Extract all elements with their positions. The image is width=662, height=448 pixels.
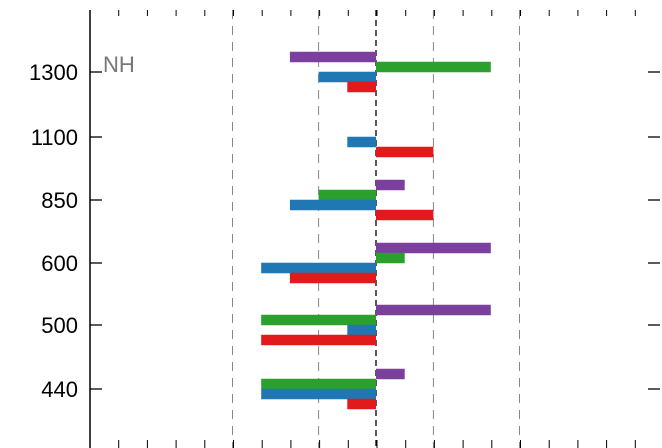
y-tick-label: 1300 (29, 60, 78, 85)
bar (347, 324, 376, 336)
panel-annotation: NH (103, 52, 135, 77)
bar (376, 146, 434, 158)
bar (289, 272, 376, 284)
bar (347, 136, 376, 148)
bar (376, 252, 405, 264)
bar (376, 368, 405, 380)
bar (376, 209, 434, 221)
bar (347, 81, 376, 93)
axis-layer (89, 10, 660, 448)
bar (376, 304, 491, 316)
label-layer: 1300 1100 850 600 500 440 (29, 60, 78, 402)
y-tick-label: 850 (41, 188, 78, 213)
bar (289, 199, 376, 211)
y-tick-label: 600 (41, 251, 78, 276)
bar (376, 61, 491, 73)
y-tick-label: 440 (41, 377, 78, 402)
bar (261, 262, 376, 274)
bar (261, 378, 376, 390)
bar (261, 334, 376, 346)
bar-layer (261, 51, 491, 410)
bar (318, 71, 376, 83)
y-tick-label: 1100 (31, 125, 78, 150)
bar (376, 242, 491, 254)
bar (347, 398, 376, 410)
bar (376, 179, 405, 191)
bar (289, 51, 376, 63)
y-tick-label: 500 (41, 313, 78, 338)
bar (318, 189, 376, 201)
bar (261, 388, 376, 400)
bar (261, 314, 376, 326)
